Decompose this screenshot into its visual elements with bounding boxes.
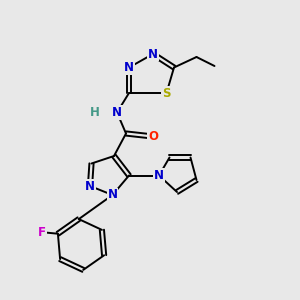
- Text: S: S: [162, 86, 171, 100]
- Text: N: N: [112, 106, 122, 119]
- Text: N: N: [124, 61, 134, 74]
- Text: N: N: [154, 169, 164, 182]
- Text: F: F: [38, 226, 46, 239]
- Text: N: N: [85, 179, 95, 193]
- Text: H: H: [90, 106, 99, 119]
- Text: O: O: [148, 130, 158, 143]
- Text: N: N: [148, 47, 158, 61]
- Text: N: N: [107, 188, 118, 202]
